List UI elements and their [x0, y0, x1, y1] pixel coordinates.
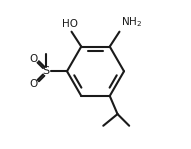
Text: O: O [30, 54, 38, 64]
Text: NH$_2$: NH$_2$ [121, 15, 142, 29]
Text: S: S [43, 66, 50, 76]
Text: HO: HO [62, 19, 78, 29]
Text: O: O [30, 79, 38, 89]
